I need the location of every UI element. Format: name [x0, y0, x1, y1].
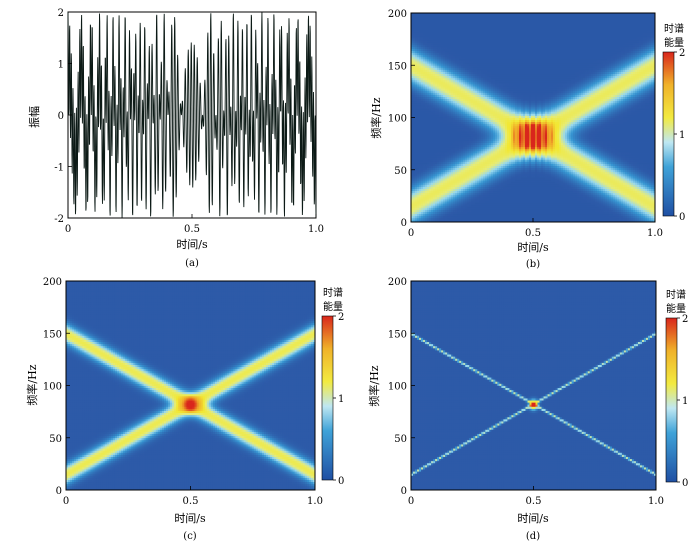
panel-a-ytick-label: 1	[58, 60, 64, 71]
panel-a: -2 -1 0 1 2 0 0.5 1.0 时间/s 振幅 (a)	[27, 8, 324, 269]
panel-a-ytick-label: 0	[58, 111, 64, 122]
panel-a-ytick-label: -1	[54, 163, 64, 174]
panel-a-xtick-label: 0.5	[184, 224, 200, 235]
panel-a-ytick-label: 2	[58, 8, 64, 19]
panel-a-ylabel: 振幅	[27, 106, 41, 128]
panel-a-caption: (a)	[185, 258, 199, 269]
panel-a-xtick-label: 1.0	[308, 224, 324, 235]
panel-a-xlabel: 时间/s	[176, 238, 208, 251]
panel-a-xtick-label: 0	[65, 224, 71, 235]
panel-a-ytick-label: -2	[54, 214, 64, 225]
